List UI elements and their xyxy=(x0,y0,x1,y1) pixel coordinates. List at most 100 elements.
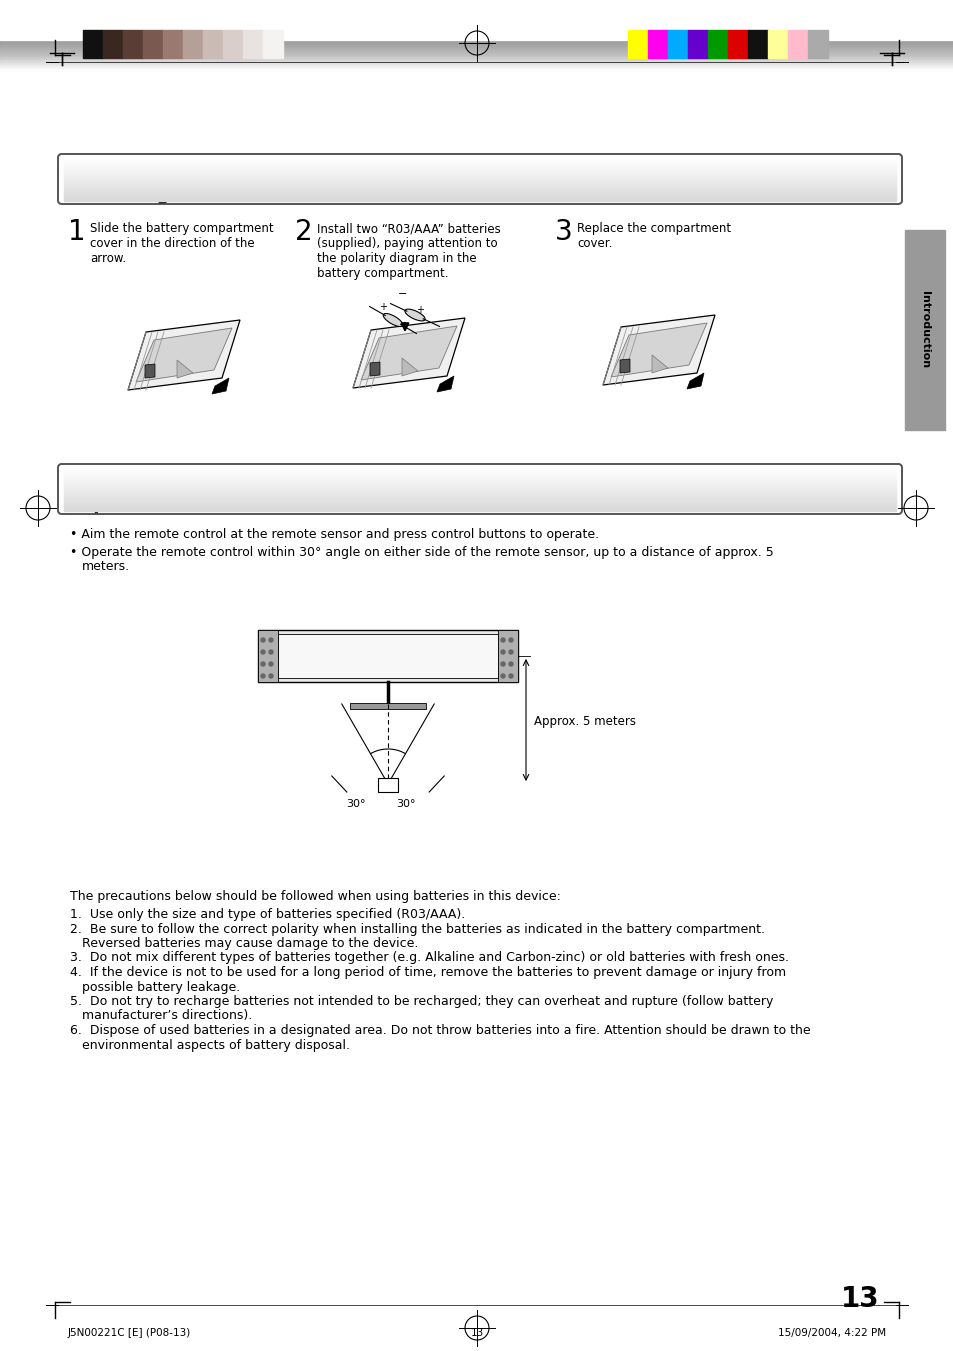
Bar xyxy=(64,180,895,182)
Bar xyxy=(64,188,895,190)
Circle shape xyxy=(509,662,513,666)
Text: meters.: meters. xyxy=(82,561,130,573)
Text: +: + xyxy=(416,305,423,315)
Text: 2.  Be sure to follow the correct polarity when installing the batteries as indi: 2. Be sure to follow the correct polarit… xyxy=(70,923,764,935)
Text: 1.  Use only the size and type of batteries specified (R03/AAA).: 1. Use only the size and type of batteri… xyxy=(70,908,465,921)
Polygon shape xyxy=(136,328,232,382)
Polygon shape xyxy=(145,363,154,378)
Text: Inserting batteries: Inserting batteries xyxy=(78,186,268,204)
Text: The precautions below should be followed when using batteries in this device:: The precautions below should be followed… xyxy=(70,890,560,902)
Bar xyxy=(0,0,953,41)
Bar xyxy=(64,490,895,492)
Bar xyxy=(163,30,183,58)
Circle shape xyxy=(509,650,513,654)
Bar xyxy=(707,30,727,58)
Circle shape xyxy=(269,662,273,666)
Text: 6.  Dispose of used batteries in a designated area. Do not throw batteries into : 6. Dispose of used batteries in a design… xyxy=(70,1024,810,1038)
Polygon shape xyxy=(377,778,397,792)
Bar xyxy=(64,504,895,505)
Bar xyxy=(64,470,895,471)
Text: Introduction: Introduction xyxy=(919,292,929,369)
Text: 13: 13 xyxy=(470,1328,483,1337)
Polygon shape xyxy=(610,323,706,377)
Text: possible battery leakage.: possible battery leakage. xyxy=(70,981,240,993)
Polygon shape xyxy=(360,326,456,380)
Bar xyxy=(64,467,895,470)
Text: 3.  Do not mix different types of batteries together (e.g. Alkaline and Carbon-z: 3. Do not mix different types of batteri… xyxy=(70,951,788,965)
Circle shape xyxy=(261,674,265,678)
Bar xyxy=(64,181,895,184)
Circle shape xyxy=(500,674,504,678)
Bar xyxy=(64,199,895,200)
Bar xyxy=(350,703,426,709)
Text: 13: 13 xyxy=(841,1285,879,1313)
Polygon shape xyxy=(686,373,703,389)
Bar xyxy=(64,477,895,478)
Bar xyxy=(64,494,895,497)
Text: 4.  If the device is not to be used for a long period of time, remove the batter: 4. If the device is not to be used for a… xyxy=(70,966,785,979)
Circle shape xyxy=(261,662,265,666)
Bar xyxy=(64,170,895,172)
Bar xyxy=(64,168,895,170)
Text: −: − xyxy=(398,289,407,299)
Bar xyxy=(64,478,895,480)
Polygon shape xyxy=(128,320,240,390)
Bar xyxy=(627,30,647,58)
Bar xyxy=(647,30,667,58)
Text: J5N00221C [E] (P08-13): J5N00221C [E] (P08-13) xyxy=(68,1328,191,1337)
Polygon shape xyxy=(212,378,229,394)
Bar xyxy=(64,471,895,474)
Bar xyxy=(747,30,767,58)
Bar xyxy=(807,30,827,58)
Bar xyxy=(257,630,517,682)
Polygon shape xyxy=(619,359,629,373)
Circle shape xyxy=(261,638,265,642)
Polygon shape xyxy=(353,317,464,388)
Bar xyxy=(787,30,807,58)
Text: 2: 2 xyxy=(294,218,313,246)
Text: manufacturer’s directions).: manufacturer’s directions). xyxy=(70,1009,252,1023)
Text: +: + xyxy=(378,303,387,312)
Bar xyxy=(64,500,895,503)
Polygon shape xyxy=(602,315,714,385)
Bar xyxy=(64,484,895,485)
Bar xyxy=(64,485,895,486)
Bar xyxy=(64,493,895,496)
Bar xyxy=(263,30,283,58)
Ellipse shape xyxy=(383,313,402,327)
Text: Replace the compartment
cover.: Replace the compartment cover. xyxy=(577,222,730,250)
Text: Operation: Operation xyxy=(78,496,179,513)
Bar xyxy=(64,481,895,484)
Bar xyxy=(257,630,277,682)
Bar xyxy=(64,158,895,161)
Text: Install two “R03/AAA” batteries
(supplied), paying attention to
the polarity dia: Install two “R03/AAA” batteries (supplie… xyxy=(316,222,500,280)
Bar xyxy=(123,30,143,58)
Bar xyxy=(103,30,123,58)
Bar xyxy=(64,508,895,511)
Bar xyxy=(64,186,895,189)
Bar xyxy=(64,184,895,185)
Bar xyxy=(143,30,163,58)
Text: 5.  Do not try to recharge batteries not intended to be recharged; they can over: 5. Do not try to recharge batteries not … xyxy=(70,994,773,1008)
Bar xyxy=(64,197,895,199)
Text: Approx. 5 meters: Approx. 5 meters xyxy=(534,715,636,728)
Bar xyxy=(64,480,895,482)
Ellipse shape xyxy=(404,309,425,322)
Bar xyxy=(687,30,707,58)
Text: 30°: 30° xyxy=(346,798,365,809)
Circle shape xyxy=(509,674,513,678)
Circle shape xyxy=(509,638,513,642)
Text: 15/09/2004, 4:22 PM: 15/09/2004, 4:22 PM xyxy=(777,1328,885,1337)
Bar xyxy=(203,30,223,58)
Polygon shape xyxy=(401,358,417,376)
Bar xyxy=(767,30,787,58)
Bar xyxy=(183,30,203,58)
Bar xyxy=(223,30,243,58)
Bar xyxy=(64,501,895,504)
Bar xyxy=(64,165,895,168)
Polygon shape xyxy=(651,355,667,373)
Bar xyxy=(64,473,895,476)
Text: Slide the battery compartment
cover in the direction of the
arrow.: Slide the battery compartment cover in t… xyxy=(90,222,274,265)
Polygon shape xyxy=(370,362,379,376)
FancyBboxPatch shape xyxy=(58,154,901,204)
